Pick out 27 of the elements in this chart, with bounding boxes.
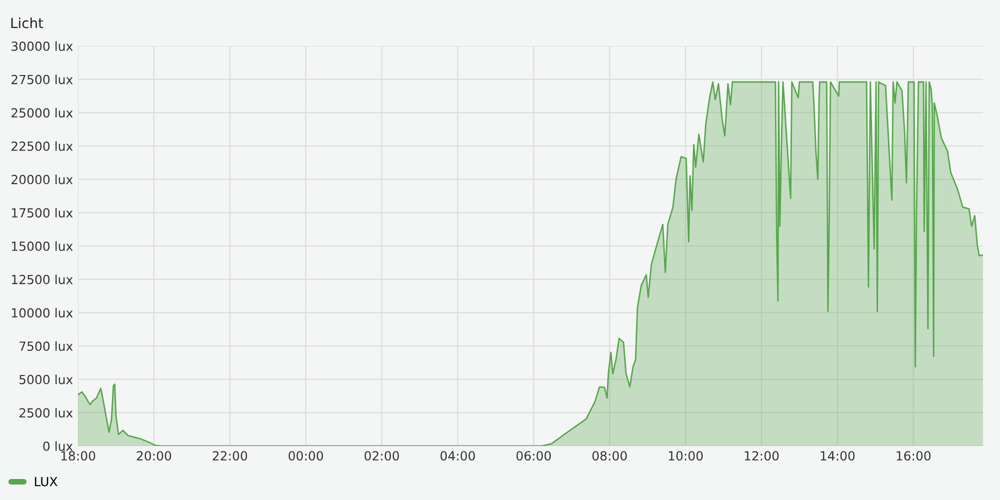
x-tick-label: 02:00 [364,451,399,461]
x-tick-label: 22:00 [212,451,248,461]
x-tick-label: 04:00 [440,451,475,461]
y-tick-label: 2500 lux [19,408,73,418]
x-tick-label: 08:00 [592,451,627,461]
y-tick-label: 5000 lux [20,374,73,384]
y-tick-label: 25000 lux [12,108,73,118]
y-tick-label: 0 lux [43,441,73,451]
x-tick-label: 16:00 [896,451,931,461]
x-tick-label: 14:00 [820,451,855,461]
x-tick-label: 12:00 [744,451,779,461]
y-tick-label: 12500 lux [12,274,73,284]
y-tick-label: 22500 lux [12,141,73,151]
x-tick-label: 06:00 [516,451,551,461]
y-tick-label: 7500 lux [20,341,73,351]
x-tick-label: 10:00 [668,451,703,461]
y-tick-label: 17500 lux [12,208,73,218]
y-tick-label: 15000 lux [12,241,73,251]
y-tick-label: 30000 lux [12,41,73,51]
x-tick-label: 18:00 [61,451,96,461]
chart-title: Licht [11,18,44,28]
x-tick-label: 00:00 [288,451,324,461]
x-tick-label: 20:00 [136,451,172,461]
y-tick-label: 10000 lux [12,308,73,318]
y-tick-label: 20000 lux [12,174,73,184]
y-tick-label: 27500 lux [12,74,73,84]
legend-label: LUX [34,477,58,486]
